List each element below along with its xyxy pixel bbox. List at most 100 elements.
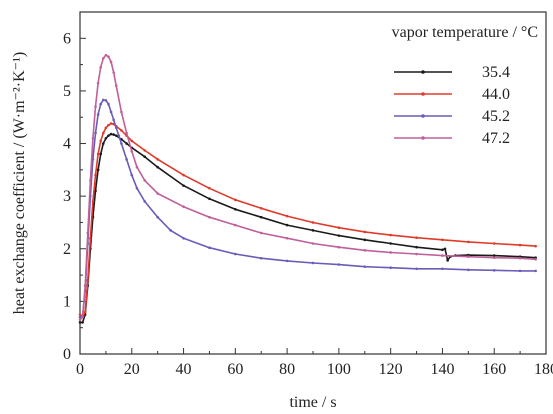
data-point <box>81 321 84 324</box>
data-point <box>102 98 105 102</box>
plot-area <box>79 11 547 355</box>
y-axis-label: heat exchange coefficient / (W·m⁻²·K⁻¹) <box>11 52 28 315</box>
data-point <box>443 247 447 251</box>
data-point <box>234 252 237 256</box>
data-point <box>208 246 211 250</box>
data-point <box>285 223 289 227</box>
data-point <box>109 60 113 64</box>
y-tick-label: 1 <box>63 293 71 310</box>
data-point <box>114 126 118 130</box>
series-line-35.4 <box>80 133 536 324</box>
data-point <box>130 150 134 153</box>
data-point <box>78 315 82 319</box>
data-point <box>389 233 392 237</box>
data-point <box>518 269 522 273</box>
legend-marker <box>421 92 425 96</box>
data-point <box>259 206 263 210</box>
data-point <box>389 266 392 270</box>
series-line-45.2 <box>79 99 536 318</box>
data-point <box>492 254 496 257</box>
data-point <box>467 268 470 272</box>
legend-label: 45.2 <box>482 108 510 125</box>
data-point <box>259 215 263 219</box>
data-point <box>83 310 87 314</box>
data-point <box>91 200 95 203</box>
data-point <box>311 229 315 232</box>
data-point <box>182 205 185 208</box>
x-tick-label: 160 <box>482 361 506 378</box>
data-point <box>415 252 418 256</box>
data-point <box>89 236 92 240</box>
data-point <box>518 256 522 260</box>
data-point <box>114 84 118 87</box>
data-point <box>492 242 496 245</box>
x-tick-label: 40 <box>176 361 192 378</box>
data-point <box>208 186 211 190</box>
data-point <box>182 173 185 177</box>
data-point <box>109 122 113 125</box>
x-tick-label: 60 <box>227 361 243 378</box>
data-point <box>337 263 341 266</box>
data-point <box>96 81 100 85</box>
data-point <box>89 179 92 182</box>
data-point <box>285 236 289 240</box>
data-point <box>285 259 289 263</box>
y-tick-label: 6 <box>63 30 71 47</box>
data-point <box>104 53 108 57</box>
data-point <box>259 256 263 260</box>
data-point <box>107 102 110 106</box>
data-point <box>86 231 90 235</box>
data-point <box>99 65 103 69</box>
data-point <box>109 110 113 114</box>
data-point <box>415 267 418 271</box>
data-point <box>415 245 418 249</box>
data-point <box>112 118 115 122</box>
y-tick-label: 0 <box>63 346 71 363</box>
x-axis: 0 20 40 60 80 100 120 140 160 180 <box>76 348 553 378</box>
series-line-44.0 <box>79 122 536 319</box>
y-tick-label: 2 <box>63 241 71 258</box>
data-point <box>112 133 115 136</box>
data-point <box>389 242 392 245</box>
data-point <box>107 55 110 59</box>
data-point <box>112 71 115 74</box>
data-point <box>135 165 139 169</box>
data-point <box>363 230 367 234</box>
data-point <box>94 189 97 193</box>
data-point <box>518 243 522 247</box>
series-line-47.2 <box>79 54 536 321</box>
data-point <box>534 269 537 273</box>
data-point <box>130 139 134 143</box>
x-axis-label: time / s <box>289 394 336 411</box>
data-point <box>156 192 159 195</box>
y-tick-label: 5 <box>63 83 71 100</box>
data-point <box>143 200 147 203</box>
series-group <box>78 53 537 324</box>
data-point <box>441 238 444 242</box>
data-point <box>78 321 82 324</box>
data-point <box>143 179 147 182</box>
data-point <box>83 284 87 287</box>
data-point <box>107 123 110 127</box>
data-point <box>94 105 97 109</box>
data-point <box>467 255 470 258</box>
data-point <box>120 129 123 132</box>
data-point <box>441 267 444 271</box>
data-point <box>446 259 449 262</box>
data-point <box>91 136 95 140</box>
data-point <box>182 184 185 187</box>
data-point <box>114 134 118 137</box>
data-point <box>156 215 159 219</box>
plot-frame <box>79 11 547 355</box>
legend-marker <box>421 136 425 140</box>
data-point <box>135 186 139 190</box>
data-point <box>143 155 147 158</box>
data-point <box>208 197 211 201</box>
data-point <box>311 261 315 265</box>
data-point <box>109 132 113 136</box>
legend-label: 47.2 <box>482 130 510 147</box>
data-point <box>125 142 128 145</box>
data-point <box>492 269 496 272</box>
data-point <box>182 236 185 240</box>
data-point <box>78 313 82 316</box>
